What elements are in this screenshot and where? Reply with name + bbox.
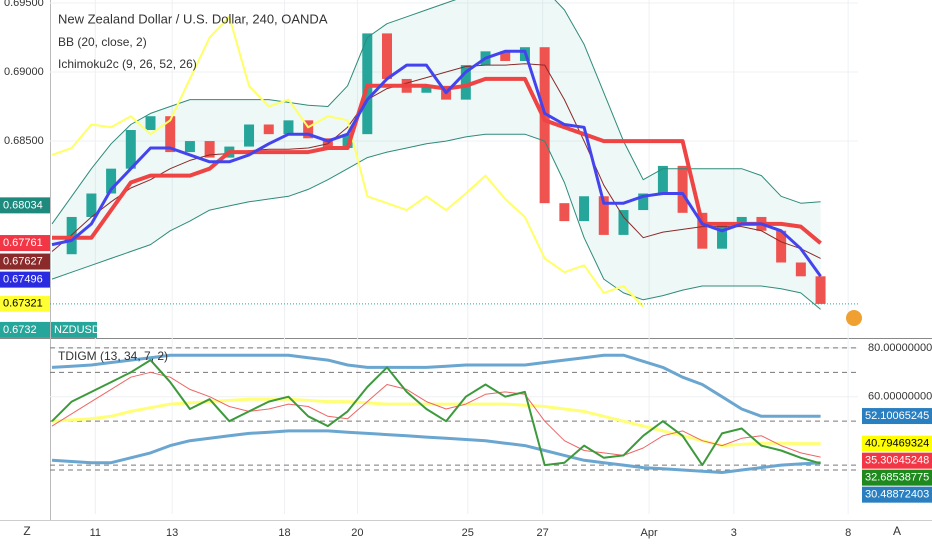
- value-tag-label: 40.79469324: [865, 438, 929, 450]
- candle: [717, 223, 728, 249]
- candle: [579, 196, 590, 222]
- candle: [638, 193, 649, 211]
- value-tag: [862, 452, 932, 469]
- symbol-tag: [51, 321, 97, 338]
- toolbar-button[interactable]: A: [893, 524, 901, 538]
- candle: [322, 138, 333, 148]
- chart-title: New Zealand Dollar / U.S. Dollar, 240, O…: [58, 11, 328, 26]
- candle: [815, 276, 826, 304]
- price-tag-label: 0.67496: [3, 274, 43, 286]
- series-line: [51, 63, 821, 259]
- candle: [165, 116, 176, 153]
- candle: [125, 130, 136, 169]
- series-line: [51, 429, 821, 474]
- candle: [421, 85, 432, 93]
- flag-icon[interactable]: [846, 310, 862, 326]
- series-line: [51, 353, 821, 418]
- indicator-label: BB (20, close, 2): [58, 35, 147, 49]
- x-tick-label: 18: [278, 527, 290, 539]
- price-tag-label: 0.67761: [3, 237, 43, 249]
- series-line: [51, 0, 821, 225]
- value-tag-label: 32.68538775: [865, 472, 929, 484]
- x-tick-label: 3: [731, 527, 737, 539]
- value-tag-label: 30.48872403: [865, 489, 929, 501]
- price-tag: [0, 253, 50, 270]
- series-line: [51, 49, 822, 278]
- x-tick-label: 13: [166, 527, 178, 539]
- symbol-label: NZDUSD: [54, 324, 100, 336]
- x-tick-label: 25: [462, 527, 474, 539]
- x-tick-label: 20: [351, 527, 363, 539]
- candle: [362, 33, 373, 135]
- price-tag: [0, 197, 50, 214]
- candle: [342, 134, 353, 148]
- series-line: [51, 133, 821, 310]
- value-tag: [862, 469, 932, 486]
- plot-layer: [50, 0, 858, 514]
- candle: [204, 141, 215, 158]
- candle: [184, 141, 195, 153]
- value-tag-label: 52.10065245: [865, 410, 929, 422]
- candle: [736, 216, 747, 224]
- price-tag: [0, 295, 50, 312]
- toolbar-button[interactable]: Z: [23, 524, 30, 538]
- candle: [145, 116, 156, 131]
- candle: [381, 33, 392, 79]
- price-tag-label: 0.67321: [3, 298, 43, 310]
- series-line: [51, 371, 821, 458]
- price-tag: [0, 235, 50, 252]
- series-line: [51, 15, 644, 308]
- candle: [66, 216, 77, 255]
- series-line: [52, 76, 822, 245]
- value-tag: [862, 408, 932, 425]
- series-line: [51, 359, 821, 467]
- candle: [677, 165, 688, 213]
- candle: [106, 168, 117, 194]
- indicator-label: Ichimoku2c (9, 26, 52, 26): [58, 57, 197, 71]
- price-tag: [0, 271, 50, 288]
- x-tick-label: Apr: [641, 527, 658, 539]
- price-tag-label: 0.67627: [3, 255, 43, 267]
- candle: [500, 51, 511, 62]
- x-tick-label: 11: [90, 527, 101, 539]
- indicator-label: TDIGM (13, 34, 7, 2): [58, 349, 168, 363]
- candle: [244, 124, 255, 147]
- y-tick-label: 60.00000000: [868, 391, 932, 403]
- candle: [618, 210, 629, 235]
- candle: [539, 47, 550, 204]
- candle: [460, 65, 471, 100]
- candle: [795, 262, 806, 277]
- value-tag-label: 35.30645248: [865, 455, 929, 467]
- candle: [86, 193, 97, 217]
- candle: [776, 230, 787, 263]
- candle: [598, 196, 609, 235]
- value-tag: [862, 486, 932, 503]
- y-tick-label: 0.69000: [4, 66, 44, 78]
- candle: [263, 124, 274, 135]
- price-tag: [0, 321, 50, 338]
- candle: [283, 120, 294, 135]
- series-line: [51, 397, 821, 448]
- candle: [559, 203, 570, 222]
- y-tick-label: 0.68500: [4, 135, 44, 147]
- x-tick-label: 27: [537, 527, 549, 539]
- price-tag-label: 0.68034: [3, 199, 43, 211]
- candle: [697, 212, 708, 249]
- price-tag-label: 0.6732: [3, 324, 37, 336]
- y-tick-label: 0.69500: [4, 0, 44, 9]
- x-tick-label: 8: [845, 527, 851, 539]
- y-tick-label: 80.00000000: [868, 342, 932, 354]
- candle: [303, 120, 314, 139]
- value-tag: [862, 435, 932, 452]
- candle: [657, 165, 668, 194]
